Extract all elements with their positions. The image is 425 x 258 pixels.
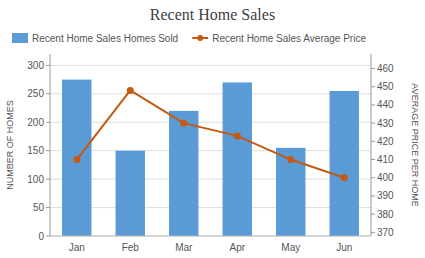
tick-label: 0: [38, 231, 44, 242]
tick-mark: [46, 65, 50, 66]
tick-label: 400: [377, 172, 394, 183]
bar: [223, 82, 252, 236]
grid-line: [50, 207, 371, 208]
grid-line: [50, 150, 371, 151]
tick-label: 430: [377, 118, 394, 129]
marker: [287, 156, 294, 163]
grid-line: [50, 236, 371, 237]
tick-label: 410: [377, 154, 394, 165]
tick-label: 300: [27, 60, 44, 71]
legend-item: Recent Home Sales Homes Sold: [12, 33, 178, 44]
legend-swatch: [12, 33, 28, 43]
tick-mark: [371, 177, 375, 178]
legend: Recent Home Sales Homes Sold Recent Home …: [12, 33, 366, 44]
legend-label: Recent Home Sales Homes Sold: [32, 33, 178, 44]
tick-mark: [371, 104, 375, 105]
tick-label: 390: [377, 190, 394, 201]
legend-marker: [197, 35, 203, 41]
tick-mark: [46, 122, 50, 123]
tick-mark: [371, 86, 375, 87]
marker: [127, 87, 134, 94]
tick-label: 250: [27, 88, 44, 99]
tick-mark: [371, 68, 375, 69]
axis-line: [371, 54, 372, 236]
bar: [169, 111, 198, 236]
grid-line: [50, 65, 371, 66]
tick-label: 380: [377, 209, 394, 220]
tick-mark: [46, 207, 50, 208]
marker: [234, 132, 241, 139]
grid: [50, 65, 371, 236]
tick-label: 460: [377, 63, 394, 74]
line: [77, 90, 345, 177]
tick-mark: [46, 179, 50, 180]
grid-line: [50, 179, 371, 180]
tick-mark: [371, 123, 375, 124]
axis-label: NUMBER OF HOMES: [5, 100, 15, 190]
plot-area: [62, 80, 359, 236]
tick-label: 420: [377, 136, 394, 147]
tick-mark: [371, 141, 375, 142]
tick-mark: [46, 93, 50, 94]
axis-line: [50, 54, 51, 236]
grid-line: [50, 93, 371, 94]
x-axis: Jan Feb Mar Apr May Jun: [69, 242, 353, 253]
grid-line: [50, 122, 371, 123]
marker: [180, 120, 187, 127]
y-axis: 0 50 100 150 200 250 300 NUMBER OF HOMES: [5, 54, 50, 242]
line-series: [73, 87, 348, 181]
tick-mark: [371, 214, 375, 215]
tick-label: Jan: [69, 242, 85, 253]
bar: [330, 91, 359, 236]
bar-series: [62, 80, 359, 236]
axis-label: AVERAGE PRICE PER HOME: [410, 83, 420, 206]
tick-label: Mar: [175, 242, 193, 253]
tick-label: Apr: [229, 242, 245, 253]
tick-label: 50: [33, 202, 45, 213]
marker: [341, 174, 348, 181]
tick-label: May: [281, 242, 300, 253]
chart: Recent Home Sales 0 50 100 150 200 250 300 NUMBE…: [0, 0, 425, 258]
tick-label: 150: [27, 145, 44, 156]
tick-mark: [371, 195, 375, 196]
bar: [116, 151, 145, 236]
bar: [62, 80, 91, 236]
tick-mark: [371, 159, 375, 160]
bar: [276, 148, 305, 236]
tick-mark: [371, 232, 375, 233]
tick-label: Jun: [336, 242, 352, 253]
tick-label: 370: [377, 227, 394, 238]
tick-mark: [46, 150, 50, 151]
tick-label: 440: [377, 99, 394, 110]
tick-label: Feb: [122, 242, 140, 253]
tick-label: 100: [27, 174, 44, 185]
tick-label: 200: [27, 117, 44, 128]
tick-mark: [46, 236, 50, 237]
title: Recent Home Sales: [150, 6, 275, 23]
baseline: [50, 236, 371, 237]
legend-item: Recent Home Sales Average Price: [192, 33, 366, 44]
y2-axis: 370 380 390 400 410 420 430 440 450 460 AVERAGE PR…: [371, 54, 420, 238]
legend-label: Recent Home Sales Average Price: [212, 33, 366, 44]
marker: [73, 156, 80, 163]
tick-label: 450: [377, 81, 394, 92]
